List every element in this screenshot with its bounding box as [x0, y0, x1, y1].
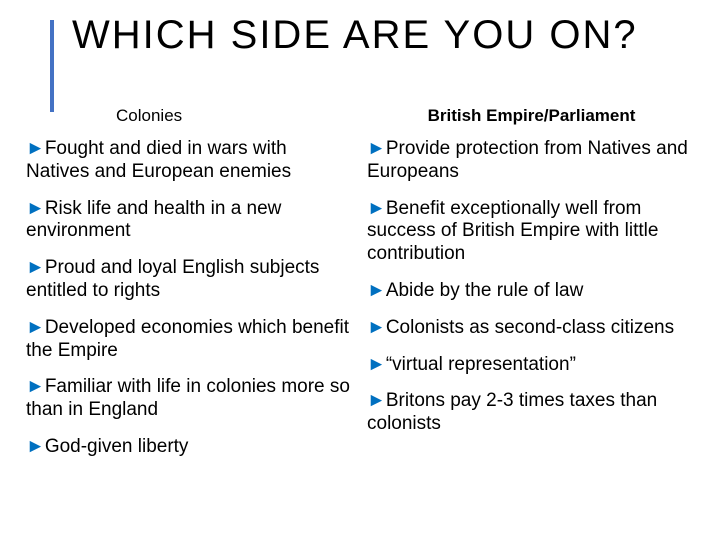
list-item: ►Abide by the rule of law [367, 280, 696, 303]
left-column-heading: Colonies [26, 106, 355, 126]
triangle-bullet-icon: ► [367, 317, 386, 338]
triangle-bullet-icon: ► [26, 436, 45, 457]
triangle-bullet-icon: ► [26, 198, 45, 219]
triangle-bullet-icon: ► [367, 138, 386, 159]
list-item: ►Benefit exceptionally well from success… [367, 198, 696, 266]
triangle-bullet-icon: ► [26, 138, 45, 159]
list-item: ►Provide protection from Natives and Eur… [367, 138, 696, 184]
item-text: Britons pay 2-3 times taxes than colonis… [367, 390, 657, 434]
right-column-heading: British Empire/Parliament [367, 106, 696, 126]
title-block: WHICH SIDE ARE YOU ON? [50, 14, 638, 112]
triangle-bullet-icon: ► [26, 317, 45, 338]
item-text: Risk life and health in a new environmen… [26, 198, 281, 242]
list-item: ►“virtual representation” [367, 354, 696, 377]
triangle-bullet-icon: ► [26, 376, 45, 397]
item-text: God-given liberty [45, 436, 189, 457]
list-item: ►God-given liberty [26, 436, 355, 459]
list-item: ►Risk life and health in a new environme… [26, 198, 355, 244]
left-column: Colonies ►Fought and died in wars with N… [20, 106, 361, 473]
list-item: ►Familiar with life in colonies more so … [26, 376, 355, 422]
item-text: Developed economies which benefit the Em… [26, 317, 349, 361]
triangle-bullet-icon: ► [367, 354, 386, 375]
triangle-bullet-icon: ► [26, 257, 45, 278]
item-text: Fought and died in wars with Natives and… [26, 138, 291, 182]
slide-title: WHICH SIDE ARE YOU ON? [72, 14, 638, 56]
right-column: British Empire/Parliament ►Provide prote… [361, 106, 702, 473]
item-text: Abide by the rule of law [386, 280, 584, 301]
list-item: ►Developed economies which benefit the E… [26, 317, 355, 363]
triangle-bullet-icon: ► [367, 390, 386, 411]
columns-container: Colonies ►Fought and died in wars with N… [20, 106, 702, 473]
item-text: Familiar with life in colonies more so t… [26, 376, 350, 420]
list-item: ►Proud and loyal English subjects entitl… [26, 257, 355, 303]
triangle-bullet-icon: ► [367, 280, 386, 301]
list-item: ►Colonists as second-class citizens [367, 317, 696, 340]
item-text: Benefit exceptionally well from success … [367, 198, 658, 265]
list-item: ►Fought and died in wars with Natives an… [26, 138, 355, 184]
item-text: Colonists as second-class citizens [386, 317, 674, 338]
list-item: ►Britons pay 2-3 times taxes than coloni… [367, 390, 696, 436]
item-text: Provide protection from Natives and Euro… [367, 138, 688, 182]
item-text: “virtual representation” [386, 354, 576, 375]
title-accent-bar [50, 20, 54, 112]
triangle-bullet-icon: ► [367, 198, 386, 219]
item-text: Proud and loyal English subjects entitle… [26, 257, 319, 301]
